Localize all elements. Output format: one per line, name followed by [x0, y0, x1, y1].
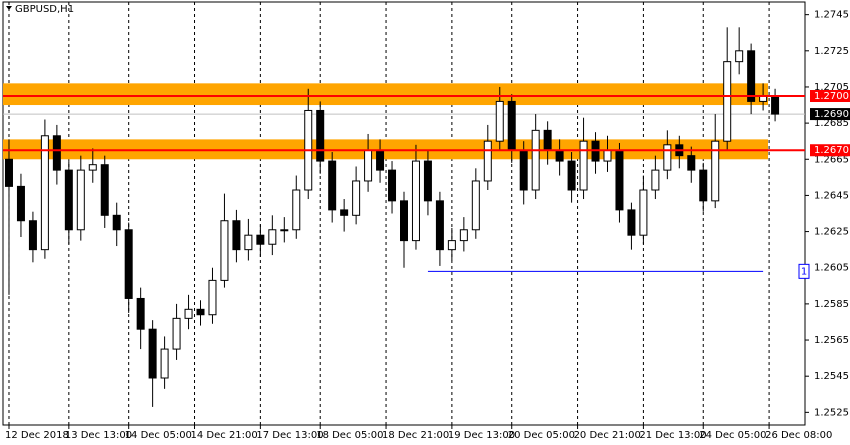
line-marker-box — [798, 263, 810, 279]
candle-body — [208, 279, 217, 316]
candle-body — [447, 240, 456, 251]
candle-body — [244, 234, 253, 251]
candle-body — [148, 328, 157, 379]
candle-body — [76, 169, 85, 231]
candle-body — [52, 135, 61, 171]
x-tick-label: 18 Dec 05:00 — [316, 430, 383, 441]
x-tick-label: 18 Dec 21:00 — [382, 430, 449, 441]
candle-body — [747, 50, 756, 102]
x-tick-label: 20 Dec 21:00 — [574, 430, 641, 441]
candle-body — [531, 129, 540, 191]
candle-body — [567, 160, 576, 191]
y-tick-label: 1.2525 — [814, 407, 849, 418]
y-tick-label: 1.2705 — [814, 82, 849, 93]
level-band — [3, 83, 768, 106]
y-tick-label: 1.2665 — [814, 154, 849, 165]
candle-body — [579, 140, 588, 191]
candle-body — [411, 160, 420, 242]
candle-body — [280, 229, 289, 232]
candle-body — [172, 317, 181, 350]
chart-title: GBPUSD,H1 — [15, 4, 74, 15]
candle-body — [28, 220, 37, 251]
candle-body — [723, 61, 732, 142]
candle-body — [639, 189, 648, 236]
candle-body — [435, 200, 444, 251]
candle-body — [364, 149, 373, 182]
x-tick-label: 12 Dec 2018 — [5, 430, 69, 441]
x-tick-label: 14 Dec 05:00 — [125, 430, 192, 441]
candle-body — [735, 50, 744, 63]
candle-body — [771, 95, 780, 115]
candle-body — [340, 209, 349, 216]
candle-body — [16, 185, 25, 222]
candle-body — [4, 158, 13, 187]
x-tick-label: 24 Dec 05:00 — [699, 430, 766, 441]
level-price-box — [810, 144, 850, 157]
candle-body — [699, 169, 708, 202]
candle-body — [603, 149, 612, 162]
y-tick-label: 1.2585 — [814, 299, 849, 310]
candle-body — [124, 229, 133, 299]
candle-body — [352, 180, 361, 216]
last-price-box — [810, 108, 850, 121]
candle-body — [507, 100, 516, 151]
candle-body — [483, 140, 492, 182]
candle-body — [555, 149, 564, 162]
candle-body — [687, 155, 696, 171]
level-price-label: 1.2670 — [814, 145, 849, 156]
candle-body — [40, 135, 49, 251]
candle-body — [100, 164, 109, 216]
candle-body — [519, 149, 528, 191]
y-tick-label: 1.2545 — [814, 371, 849, 382]
x-tick-label: 20 Dec 05:00 — [508, 430, 575, 441]
candle-body — [423, 160, 432, 202]
candle-body — [232, 220, 241, 251]
candle-body — [328, 160, 337, 211]
candle-body — [543, 129, 552, 151]
candle-body — [711, 140, 720, 202]
candle-body — [400, 200, 408, 242]
y-tick-label: 1.2725 — [814, 46, 849, 57]
x-tick-label: 21 Dec 13:00 — [639, 430, 706, 441]
candle-body — [292, 189, 301, 231]
candle-body — [64, 169, 73, 231]
level-price-box — [810, 90, 850, 102]
candle-body — [471, 180, 480, 231]
line-marker-label: 1 — [801, 266, 807, 277]
candle-body — [388, 169, 397, 202]
candle-body — [376, 149, 385, 171]
y-tick-label: 1.2745 — [814, 10, 849, 21]
candle-body — [663, 144, 672, 171]
candle-body — [495, 100, 504, 142]
candle-body — [136, 297, 145, 330]
last-price-label: 1.2690 — [814, 109, 849, 120]
x-tick-label: 14 Dec 21:00 — [191, 430, 258, 441]
candle-body — [316, 109, 325, 162]
x-tick-label: 26 Dec 08:00 — [765, 430, 832, 441]
y-tick-label: 1.2685 — [814, 118, 849, 129]
candle-body — [184, 308, 193, 319]
y-tick-label: 1.2565 — [814, 335, 849, 346]
x-tick-label: 17 Dec 13:00 — [256, 430, 323, 441]
candle-body — [256, 234, 265, 245]
plot-layer — [3, 2, 805, 425]
level-price-label: 1.2700 — [814, 91, 849, 102]
candle-body — [220, 220, 229, 281]
y-tick-label: 1.2625 — [814, 227, 849, 238]
candle-body — [160, 348, 169, 379]
candle-body — [459, 229, 468, 242]
candle-body — [112, 214, 121, 231]
candle-body — [268, 229, 277, 245]
x-tick-label: 19 Dec 13:00 — [448, 430, 515, 441]
candle-body — [88, 164, 97, 171]
candle-body — [651, 169, 660, 191]
y-tick-label: 1.2605 — [814, 263, 849, 274]
x-tick-label: 13 Dec 13:00 — [65, 430, 132, 441]
y-tick-label: 1.2645 — [814, 190, 849, 201]
candle-body — [615, 149, 624, 211]
candle-body — [627, 209, 636, 236]
candle-body — [196, 308, 205, 316]
